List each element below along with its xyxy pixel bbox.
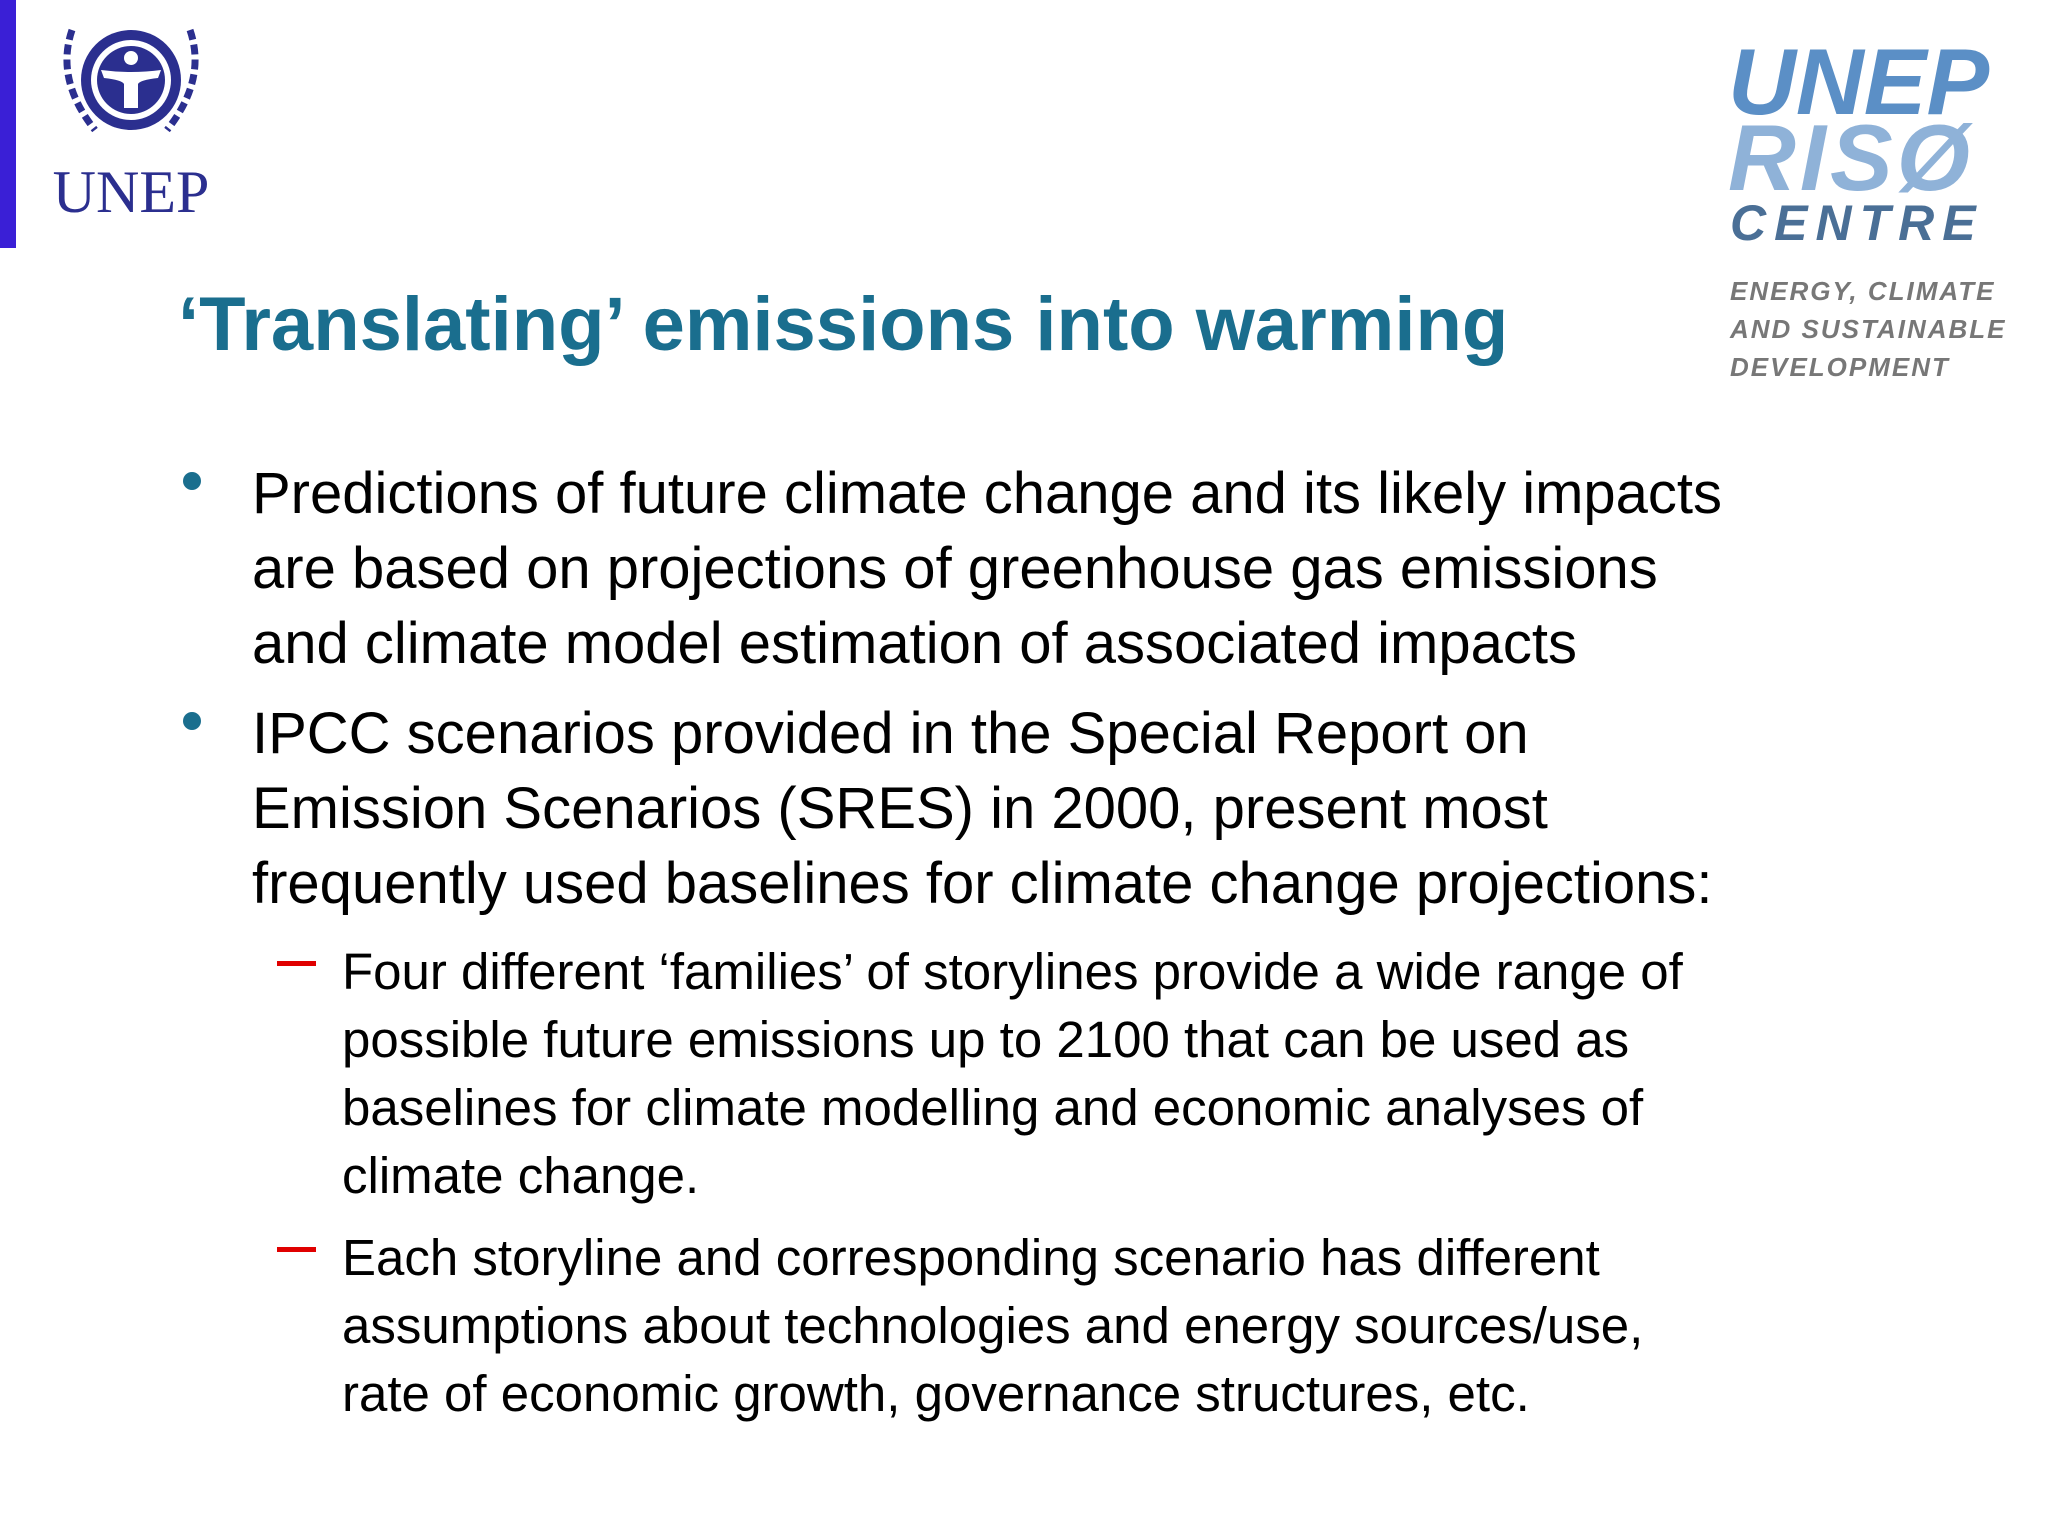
accent-bar — [0, 0, 16, 248]
sub-bullet-dash — [277, 1247, 316, 1252]
sub-bullet-text: baselines for climate modelling and econ… — [342, 1079, 1644, 1136]
logo-text: UNEP — [1728, 29, 1989, 134]
logo-text: CENTRE — [1730, 195, 1984, 251]
bullet-dot — [183, 712, 201, 730]
bullet-list: Predictions of future climate change and… — [183, 461, 1722, 1422]
riso-logo: UNEP RISØ CENTRE ENERGY, CLIMATE AND SUS… — [1728, 29, 2007, 382]
bullet-text: and climate model estimation of associat… — [252, 611, 1577, 676]
sub-bullet-dash — [277, 961, 316, 966]
logo-text: UNEP — [53, 159, 210, 225]
bullet-text: frequently used baselines for climate ch… — [252, 851, 1713, 916]
bullet-dot — [183, 472, 201, 490]
sub-bullet-text: possible future emissions up to 2100 tha… — [342, 1011, 1629, 1068]
sub-bullet-text: Each storyline and corresponding scenari… — [342, 1229, 1600, 1286]
sub-bullet-text: climate change. — [342, 1147, 699, 1204]
bullet-text: IPCC scenarios provided in the Special R… — [252, 701, 1529, 766]
bullet-text: are based on projections of greenhouse g… — [252, 536, 1658, 601]
logo-tagline: AND SUSTAINABLE — [1729, 314, 2007, 344]
logo-tagline: ENERGY, CLIMATE — [1730, 276, 1995, 306]
sub-bullet-text: assumptions about technologies and energ… — [342, 1297, 1643, 1354]
logo-text: RISØ — [1728, 105, 1974, 210]
slide-title: ‘Translating’ emissions into warming — [178, 282, 1508, 367]
sub-bullet-text: Four different ‘families’ of storylines … — [342, 943, 1684, 1000]
logo-tagline: DEVELOPMENT — [1730, 352, 1950, 382]
bullet-text: Emission Scenarios (SRES) in 2000, prese… — [252, 776, 1548, 841]
sub-bullet-text: rate of economic growth, governance stru… — [342, 1365, 1530, 1422]
unep-emblem — [63, 28, 199, 133]
bullet-text: Predictions of future climate change and… — [252, 461, 1722, 526]
